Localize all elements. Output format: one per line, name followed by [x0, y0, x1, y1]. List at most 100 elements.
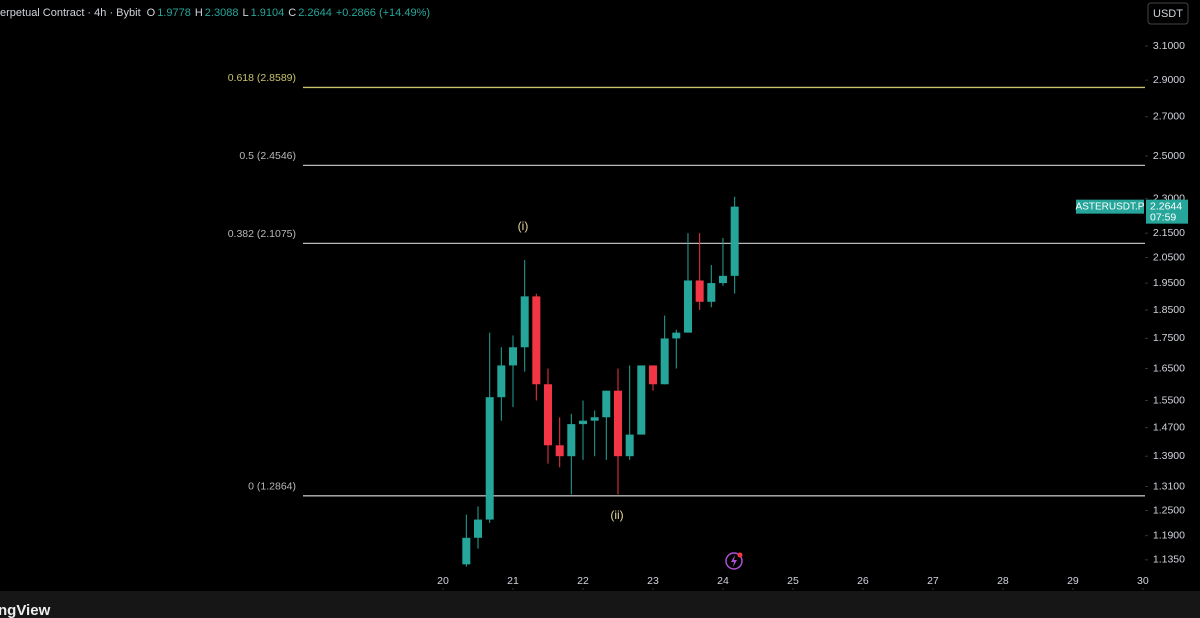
- candle-body: [578, 420, 587, 425]
- candle: [578, 400, 587, 460]
- ohlc-key: O: [147, 7, 156, 19]
- alert-dot[interactable]: [737, 552, 743, 558]
- candle: [532, 293, 541, 401]
- y-tick-label: 2.0500: [1153, 251, 1185, 263]
- candle-body: [637, 365, 646, 435]
- y-tick-label: 1.3900: [1153, 450, 1185, 462]
- candle: [544, 368, 553, 464]
- candle-body: [695, 280, 704, 302]
- alert-bolt[interactable]: [731, 555, 737, 567]
- x-tick-label: 28: [997, 575, 1009, 587]
- candle-body: [625, 434, 634, 457]
- candle: [462, 514, 471, 567]
- y-tick-label: 1.1350: [1153, 554, 1185, 566]
- fib-label: 0.382 (2.1075): [228, 228, 296, 240]
- x-tick-label: 20: [437, 575, 449, 587]
- candle: [672, 329, 681, 369]
- ohlc-key: H: [195, 7, 203, 19]
- candle-body: [613, 390, 622, 457]
- candle: [497, 347, 506, 421]
- currency-button[interactable]: [1147, 2, 1189, 25]
- candle: [648, 365, 657, 391]
- fib-label: 0.5 (2.4546): [239, 150, 296, 162]
- candle-body: [660, 338, 669, 385]
- y-tick-label: 2.9000: [1153, 74, 1185, 86]
- price-change: +0.2866 (+14.49%): [336, 7, 430, 19]
- ohlc-value: 2.2644: [298, 7, 332, 19]
- price-tag-value: 2.2644: [1150, 200, 1182, 212]
- candle: [590, 410, 599, 457]
- candle: [602, 390, 611, 460]
- candle: [520, 260, 529, 372]
- y-tick-label: 2.7000: [1153, 110, 1185, 122]
- candle-body: [648, 365, 657, 385]
- wave-label: (ii): [610, 508, 623, 522]
- y-tick-label: 2.5000: [1153, 150, 1185, 162]
- symbol-tag: [1076, 199, 1144, 214]
- candle-body: [730, 206, 739, 276]
- candle: [613, 368, 622, 495]
- candle: [637, 365, 646, 435]
- y-tick-label: 1.4700: [1153, 421, 1185, 433]
- alert-icon[interactable]: [725, 552, 743, 570]
- candle: [625, 365, 634, 460]
- candle-body: [555, 445, 564, 457]
- candle: [555, 417, 564, 468]
- y-tick-label: 2.1500: [1153, 227, 1185, 239]
- candle: [485, 332, 494, 523]
- header-title: erpetual Contract · 4h · Bybit: [0, 7, 141, 19]
- watermark: ngView: [0, 602, 51, 618]
- y-tick-label: 1.7500: [1153, 332, 1185, 344]
- alert-ring[interactable]: [725, 552, 743, 570]
- candle-body: [474, 519, 483, 538]
- symbol-tag-label: ASTERUSDT.P: [1076, 201, 1145, 212]
- y-tick-label: 1.5500: [1153, 394, 1185, 406]
- x-tick-label: 29: [1067, 575, 1079, 587]
- candle: [718, 237, 727, 286]
- x-tick-label: 22: [577, 575, 589, 587]
- candle: [695, 233, 704, 311]
- ohlc-key: L: [242, 7, 248, 19]
- x-tick-label: 30: [1137, 575, 1149, 587]
- candle-body: [718, 275, 727, 284]
- x-tick-label: 23: [647, 575, 659, 587]
- candle-body: [462, 537, 471, 565]
- candle-body: [544, 384, 553, 446]
- y-tick-label: 1.9500: [1153, 277, 1185, 289]
- x-tick-label: 26: [857, 575, 869, 587]
- y-tick-label: 3.1000: [1153, 40, 1185, 52]
- y-tick-label: 1.3100: [1153, 480, 1185, 492]
- candle-body: [497, 365, 506, 398]
- x-tick-label: 27: [927, 575, 939, 587]
- candle: [509, 335, 518, 408]
- price-tag-countdown: 07:59: [1150, 211, 1176, 223]
- candle: [683, 233, 692, 333]
- x-tick-label: 21: [507, 575, 519, 587]
- ohlc-value: 1.9104: [251, 7, 285, 19]
- ohlc-key: C: [288, 7, 296, 19]
- candle-body: [602, 390, 611, 418]
- candle: [660, 315, 669, 385]
- ohlc-value: 1.9778: [157, 7, 191, 19]
- fib-label: 0.618 (2.8589): [228, 72, 296, 84]
- y-tick-label: 1.2500: [1153, 504, 1185, 516]
- candle-body: [707, 283, 716, 302]
- price-tag: [1146, 199, 1188, 224]
- x-tick-label: 25: [787, 575, 799, 587]
- candle-body: [567, 424, 576, 457]
- fib-label: 0 (1.2864): [248, 481, 296, 493]
- candle-body: [520, 296, 529, 348]
- currency-button-label[interactable]: USDT: [1153, 8, 1183, 20]
- candle: [730, 196, 739, 294]
- y-tick-label: 1.8500: [1153, 304, 1185, 316]
- y-tick-label: 1.1900: [1153, 529, 1185, 541]
- candle-body: [590, 417, 599, 421]
- candle-body: [532, 296, 541, 385]
- wave-label: (i): [518, 219, 529, 233]
- candle: [567, 413, 576, 495]
- candle: [707, 265, 716, 308]
- candle-body: [672, 332, 681, 339]
- ohlc-value: 2.3088: [205, 7, 239, 19]
